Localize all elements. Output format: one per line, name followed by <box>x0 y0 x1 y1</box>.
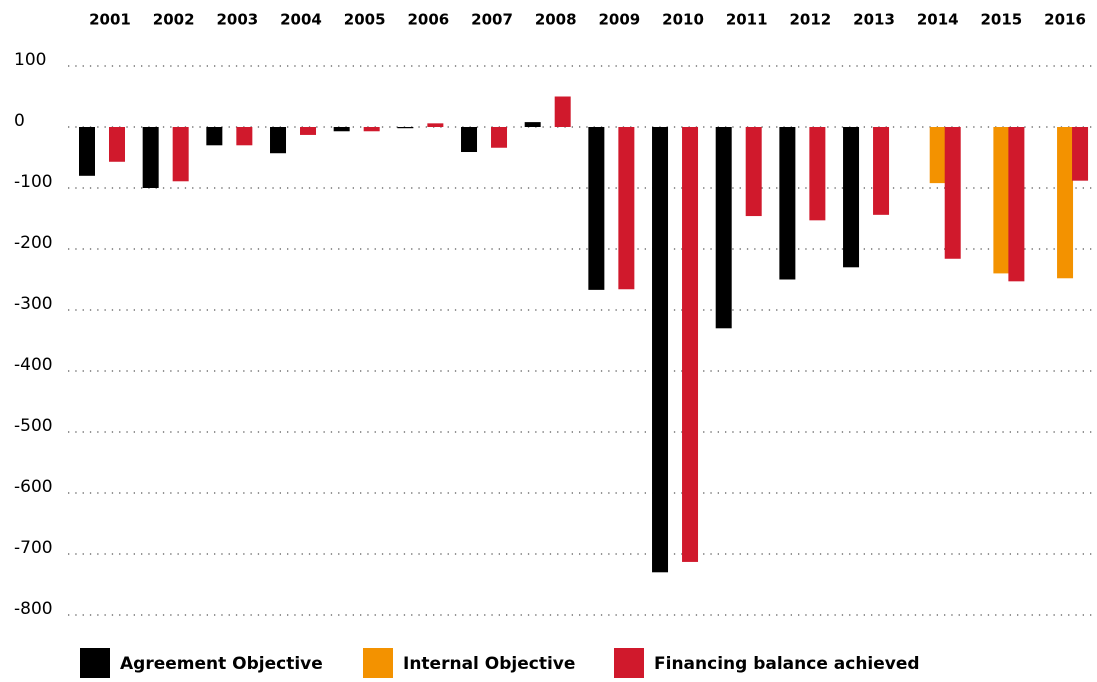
bar <box>993 127 1010 274</box>
bar <box>618 127 635 290</box>
legend-label: Agreement Objective <box>120 654 323 674</box>
bar <box>172 127 189 182</box>
bar <box>929 127 946 184</box>
x-tick-label: 2014 <box>917 11 959 29</box>
y-tick-label: -400 <box>14 355 53 375</box>
bar <box>363 127 380 132</box>
x-tick-label: 2012 <box>789 11 831 29</box>
bar <box>491 127 508 148</box>
x-tick-label: 2009 <box>598 11 640 29</box>
y-tick-label: -300 <box>14 294 53 314</box>
bar <box>142 127 159 188</box>
bar <box>873 127 890 215</box>
bar <box>461 127 478 153</box>
x-tick-label: 2010 <box>662 11 704 29</box>
x-tick-label: 2008 <box>535 11 577 29</box>
y-tick-label: -200 <box>14 233 53 253</box>
bar <box>270 127 287 154</box>
legend-label: Internal Objective <box>403 654 575 674</box>
x-tick-label: 2003 <box>216 11 258 29</box>
bar <box>682 127 699 562</box>
x-tick-label: 2005 <box>344 11 386 29</box>
bar <box>427 123 444 127</box>
legend-label: Financing balance achieved <box>654 654 920 674</box>
bar <box>524 122 541 127</box>
bar <box>206 127 223 146</box>
bar <box>652 127 669 573</box>
x-tick-label: 2006 <box>407 11 449 29</box>
bar <box>809 127 826 221</box>
bar <box>236 127 253 146</box>
bar <box>397 127 414 129</box>
y-tick-label: 100 <box>14 50 46 70</box>
bar <box>79 127 95 176</box>
bar <box>779 127 796 280</box>
y-tick-label: -500 <box>14 416 53 436</box>
bar <box>109 127 125 162</box>
bar <box>300 127 317 135</box>
x-tick-label: 2013 <box>853 11 895 29</box>
y-tick-label: -800 <box>14 599 53 619</box>
x-tick-label: 2011 <box>726 11 768 29</box>
bar <box>554 96 571 127</box>
legend-swatch <box>614 648 644 678</box>
y-tick-label: -600 <box>14 477 53 497</box>
x-tick-label: 2004 <box>280 11 322 29</box>
x-tick-label: 2001 <box>89 11 131 29</box>
bar <box>1057 127 1074 279</box>
y-tick-label: -700 <box>14 538 53 558</box>
bar <box>1008 127 1025 282</box>
x-tick-label: 2016 <box>1044 11 1086 29</box>
y-tick-label: 0 <box>14 111 25 131</box>
bar <box>1072 127 1089 181</box>
bar <box>843 127 860 268</box>
bar <box>333 127 350 132</box>
legend-swatch <box>363 648 393 678</box>
bar <box>588 127 605 290</box>
bar <box>715 127 732 329</box>
x-tick-label: 2002 <box>153 11 195 29</box>
bar <box>944 127 961 259</box>
legend-swatch <box>80 648 110 678</box>
x-tick-label: 2007 <box>471 11 513 29</box>
bar <box>745 127 762 217</box>
y-tick-label: -100 <box>14 172 53 192</box>
x-tick-label: 2015 <box>981 11 1023 29</box>
